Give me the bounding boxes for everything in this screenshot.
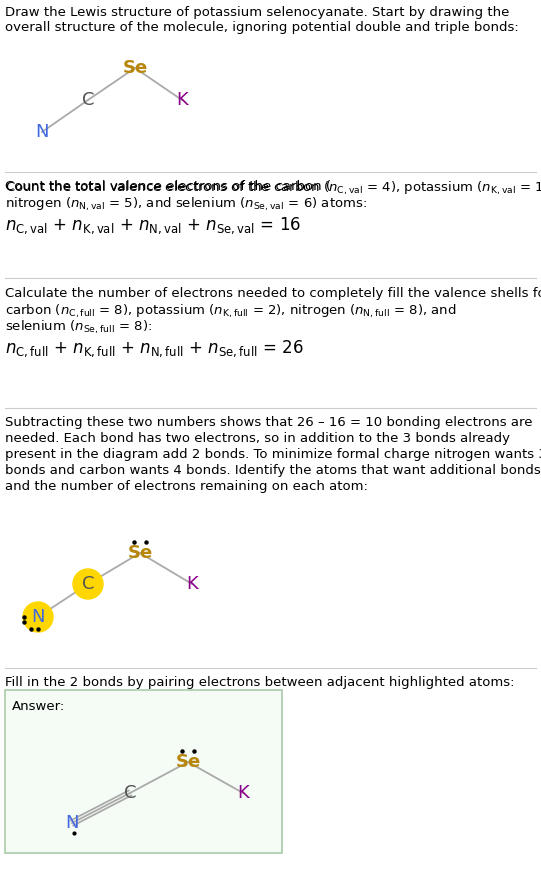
Circle shape <box>73 569 103 599</box>
Text: needed. Each bond has two electrons, so in addition to the 3 bonds already: needed. Each bond has two electrons, so … <box>5 432 510 445</box>
Text: Answer:: Answer: <box>12 700 65 713</box>
Text: Se: Se <box>127 544 153 562</box>
Text: $n_\mathrm{C,full}$ + $n_\mathrm{K,full}$ + $n_\mathrm{N,full}$ + $n_\mathrm{Se,: $n_\mathrm{C,full}$ + $n_\mathrm{K,full}… <box>5 338 304 359</box>
Circle shape <box>23 602 53 632</box>
Text: Subtracting these two numbers shows that 26 – 16 = 10 bonding electrons are: Subtracting these two numbers shows that… <box>5 416 532 429</box>
Text: K: K <box>237 784 249 802</box>
Text: K: K <box>176 91 188 109</box>
Text: overall structure of the molecule, ignoring potential double and triple bonds:: overall structure of the molecule, ignor… <box>5 21 519 34</box>
Text: C: C <box>82 91 94 109</box>
FancyBboxPatch shape <box>5 690 282 853</box>
Text: Draw the Lewis structure of potassium selenocyanate. Start by drawing the: Draw the Lewis structure of potassium se… <box>5 6 510 19</box>
Text: nitrogen ($n_\mathrm{N,val}$ = 5), and selenium ($n_\mathrm{Se,val}$ = 6) atoms:: nitrogen ($n_\mathrm{N,val}$ = 5), and s… <box>5 196 367 213</box>
Text: N: N <box>31 608 45 626</box>
Text: present in the diagram add 2 bonds. To minimize formal charge nitrogen wants 3: present in the diagram add 2 bonds. To m… <box>5 448 541 461</box>
Text: bonds and carbon wants 4 bonds. Identify the atoms that want additional bonds: bonds and carbon wants 4 bonds. Identify… <box>5 464 541 477</box>
Text: Se: Se <box>175 753 201 771</box>
Text: N: N <box>35 123 49 141</box>
Text: Count the total valence electrons of the carbon ($n_\mathrm{C,val}$ = 4), potass: Count the total valence electrons of the… <box>5 180 541 197</box>
Text: K: K <box>186 575 198 593</box>
Text: carbon ($n_\mathrm{C,full}$ = 8), potassium ($n_\mathrm{K,full}$ = 2), nitrogen : carbon ($n_\mathrm{C,full}$ = 8), potass… <box>5 303 457 320</box>
Text: Fill in the 2 bonds by pairing electrons between adjacent highlighted atoms:: Fill in the 2 bonds by pairing electrons… <box>5 676 514 689</box>
Text: Calculate the number of electrons needed to completely fill the valence shells f: Calculate the number of electrons needed… <box>5 287 541 300</box>
Text: selenium ($n_\mathrm{Se,full}$ = 8):: selenium ($n_\mathrm{Se,full}$ = 8): <box>5 319 152 336</box>
Text: C: C <box>82 575 94 593</box>
Text: and the number of electrons remaining on each atom:: and the number of electrons remaining on… <box>5 480 368 493</box>
Text: N: N <box>65 814 79 832</box>
Text: Se: Se <box>122 59 148 77</box>
Text: Count the total valence electrons of the carbon (: Count the total valence electrons of the… <box>5 180 331 193</box>
Text: C: C <box>124 784 136 802</box>
Text: $n_\mathrm{C,val}$ + $n_\mathrm{K,val}$ + $n_\mathrm{N,val}$ + $n_\mathrm{Se,val: $n_\mathrm{C,val}$ + $n_\mathrm{K,val}$ … <box>5 215 301 235</box>
